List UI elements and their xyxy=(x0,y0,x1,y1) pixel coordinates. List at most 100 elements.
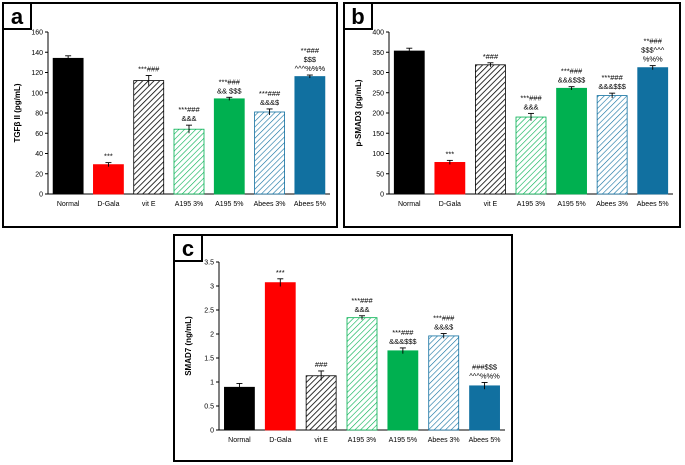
bar-abees-3- xyxy=(428,335,460,431)
significance-annotation: ***### xyxy=(219,77,241,86)
y-tick-label: 300 xyxy=(372,70,384,77)
x-tick-label: vit E xyxy=(142,201,156,208)
significance-annotation: &&&$$$ xyxy=(389,337,417,346)
bar-a195-3- xyxy=(173,128,205,195)
significance-annotation: && $$$ xyxy=(217,86,242,95)
y-axis-label: p-SMAD3 (pg/mL) xyxy=(354,79,363,146)
y-tick-label: 0 xyxy=(210,428,214,435)
y-tick-label: 100 xyxy=(31,90,43,97)
y-tick-label: 20 xyxy=(35,171,43,178)
significance-annotation: ***### xyxy=(602,73,624,82)
panel-letter-c: c xyxy=(173,234,203,262)
significance-annotation: *** xyxy=(445,149,454,158)
x-tick-label: A195 3% xyxy=(517,201,545,208)
significance-annotation: ***### xyxy=(259,89,281,98)
significance-annotation: ***### xyxy=(520,93,542,102)
significance-annotation: &&&$$$ xyxy=(598,82,626,91)
y-tick-label: 0 xyxy=(39,192,43,199)
y-tick-label: 3 xyxy=(210,284,214,291)
significance-annotation: ***### xyxy=(178,105,200,114)
bar-d-gala xyxy=(264,282,296,431)
significance-annotation: &&&$ xyxy=(260,98,280,107)
y-tick-label: 150 xyxy=(372,131,384,138)
significance-annotation: ### xyxy=(315,360,328,369)
bar-vit-e xyxy=(475,64,506,195)
x-tick-label: Abees 5% xyxy=(469,437,501,444)
y-tick-label: 0.5 xyxy=(204,404,214,411)
significance-annotation: *** xyxy=(104,152,113,161)
x-tick-label: vit E xyxy=(484,201,498,208)
significance-annotation: *### xyxy=(483,52,499,61)
y-tick-label: 200 xyxy=(372,111,384,118)
x-tick-label: Normal xyxy=(398,201,421,208)
panel-letter-a: a xyxy=(2,2,32,30)
chart-panel-b: 0 50 100 150 200 250 300 350 400 p-SMAD3 (pg/mL) N… xyxy=(343,2,681,228)
significance-annotation: &&& xyxy=(181,114,196,123)
significance-annotation: &&& xyxy=(523,102,538,111)
significance-annotation: **### xyxy=(301,46,320,55)
bar-normal xyxy=(52,57,84,195)
x-tick-label: Normal xyxy=(228,437,251,444)
x-tick-label: D-Gala xyxy=(97,201,119,208)
significance-annotation: ^^^%%% xyxy=(469,371,500,380)
x-tick-label: A195 3% xyxy=(348,437,376,444)
significance-annotation: $$$^^^ xyxy=(641,46,665,55)
bar-normal xyxy=(224,386,255,431)
significance-annotation: ***### xyxy=(138,65,160,74)
x-tick-label: D-Gala xyxy=(439,201,461,208)
significance-annotation: ***### xyxy=(351,296,373,305)
x-tick-label: vit E xyxy=(314,437,328,444)
y-tick-label: 3.5 xyxy=(204,260,214,267)
x-tick-label: A195 5% xyxy=(389,437,417,444)
y-tick-label: 100 xyxy=(372,151,384,158)
bar-abees-5- xyxy=(469,385,500,431)
bar-normal xyxy=(393,50,425,195)
significance-annotation: **### xyxy=(644,37,663,46)
y-tick-label: 40 xyxy=(35,151,43,158)
significance-annotation: ***### xyxy=(561,67,583,76)
y-axis-label: SMAD7 (ng/mL) xyxy=(184,316,193,376)
y-axis-label: TGFβ II (pg/mL) xyxy=(13,83,22,142)
significance-annotation: ###$$$ xyxy=(472,362,498,371)
bar-abees-3- xyxy=(596,95,628,195)
bar-a195-5- xyxy=(556,87,587,195)
y-tick-label: 400 xyxy=(372,30,384,37)
chart-c-svg: 0 0.5 1 1.5 2 2.5 3 3.5 SMAD7 (ng/mL) Normal *** D-… xyxy=(184,260,505,444)
bar-abees-3- xyxy=(254,111,285,195)
x-tick-label: Abees 3% xyxy=(254,201,286,208)
significance-annotation: &&&$$$ xyxy=(558,76,586,85)
bar-vit-e xyxy=(305,375,337,431)
y-tick-label: 1.5 xyxy=(204,356,214,363)
panel-letter-b: b xyxy=(343,2,373,30)
x-tick-label: Abees 3% xyxy=(428,437,460,444)
bar-a195-5- xyxy=(387,350,419,431)
y-tick-label: 120 xyxy=(31,70,43,77)
y-tick-label: 0 xyxy=(380,192,384,199)
y-tick-label: 140 xyxy=(31,50,43,57)
chart-b-svg: 0 50 100 150 200 250 300 350 400 p-SMAD3 (pg/mL) N… xyxy=(354,30,673,208)
chart-panel-a: 0 20 40 60 80 100 120 140 160 TGFβ II (pg/mL) Norm… xyxy=(2,2,338,228)
significance-annotation: &&& xyxy=(354,305,369,314)
y-tick-label: 80 xyxy=(35,111,43,118)
y-tick-label: 50 xyxy=(376,171,384,178)
significance-annotation: &&&$ xyxy=(434,323,454,332)
y-tick-label: 1 xyxy=(210,380,214,387)
significance-annotation: %%% xyxy=(643,55,663,64)
significance-annotation: $$$ xyxy=(304,55,317,64)
bar-a195-5- xyxy=(213,98,245,195)
x-tick-label: Abees 5% xyxy=(294,201,326,208)
x-tick-label: A195 3% xyxy=(175,201,203,208)
significance-annotation: ***### xyxy=(392,328,414,337)
y-tick-label: 60 xyxy=(35,131,43,138)
chart-panel-c: 0 0.5 1 1.5 2 2.5 3 3.5 SMAD7 (ng/mL) Normal *** D-… xyxy=(173,234,513,462)
y-tick-label: 350 xyxy=(372,50,384,57)
x-tick-label: Abees 3% xyxy=(596,201,628,208)
y-tick-label: 160 xyxy=(31,30,43,37)
x-tick-label: Abees 5% xyxy=(637,201,669,208)
bar-a195-3- xyxy=(515,116,547,195)
bar-d-gala xyxy=(93,164,124,195)
bar-abees-5- xyxy=(637,67,669,195)
x-tick-label: A195 5% xyxy=(215,201,243,208)
chart-a-svg: 0 20 40 60 80 100 120 140 160 TGFβ II (pg/mL) Norm… xyxy=(13,30,330,208)
x-tick-label: D-Gala xyxy=(269,437,291,444)
